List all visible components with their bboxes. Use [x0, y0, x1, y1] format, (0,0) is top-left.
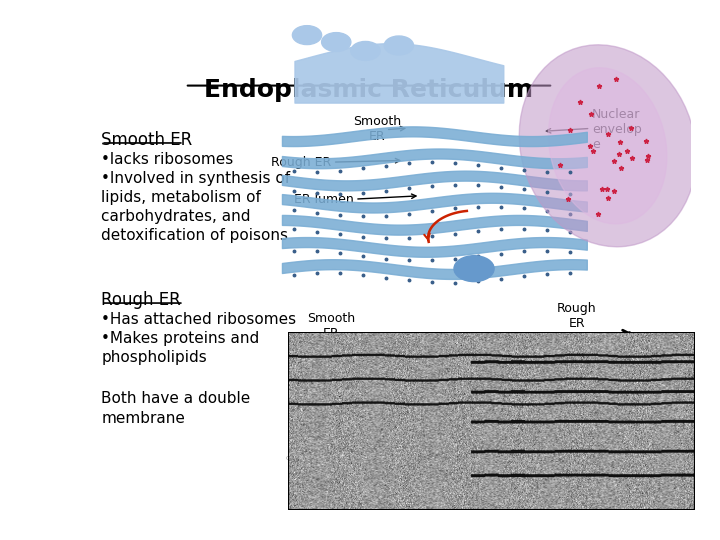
- Circle shape: [322, 32, 351, 51]
- Text: Both have a double
membrane: Both have a double membrane: [101, 391, 251, 426]
- Text: •Involved in synthesis of
lipids, metabolism of
carbohydrates, and
detoxificatio: •Involved in synthesis of lipids, metabo…: [101, 171, 290, 244]
- Circle shape: [292, 26, 322, 45]
- Text: ER lumen: ER lumen: [294, 193, 354, 206]
- Circle shape: [351, 42, 380, 60]
- Ellipse shape: [519, 45, 696, 247]
- Text: Rough
ER: Rough ER: [557, 302, 596, 330]
- Text: •Makes proteins and
phospholipids: •Makes proteins and phospholipids: [101, 331, 259, 365]
- Text: Smooth
ER: Smooth ER: [307, 312, 355, 340]
- Text: Rough ER: Rough ER: [101, 292, 181, 309]
- Ellipse shape: [549, 68, 667, 224]
- Text: •lacks ribosomes: •lacks ribosomes: [101, 152, 233, 167]
- Circle shape: [384, 36, 413, 55]
- Text: Endoplasmic Reticulum: Endoplasmic Reticulum: [204, 78, 534, 102]
- Text: Copyright © 2008 Pearson Education, Inc., publishing as Pearson Benjamin Cumming: Copyright © 2008 Pearson Education, Inc.…: [286, 456, 580, 461]
- Circle shape: [454, 256, 494, 282]
- Text: •Has attached ribosomes: •Has attached ribosomes: [101, 312, 297, 327]
- Text: Rough ER: Rough ER: [271, 156, 331, 169]
- Text: Smooth
ER: Smooth ER: [354, 115, 402, 143]
- Text: Smooth ER: Smooth ER: [101, 131, 192, 150]
- Text: Nuclear
envelop
e: Nuclear envelop e: [593, 108, 642, 151]
